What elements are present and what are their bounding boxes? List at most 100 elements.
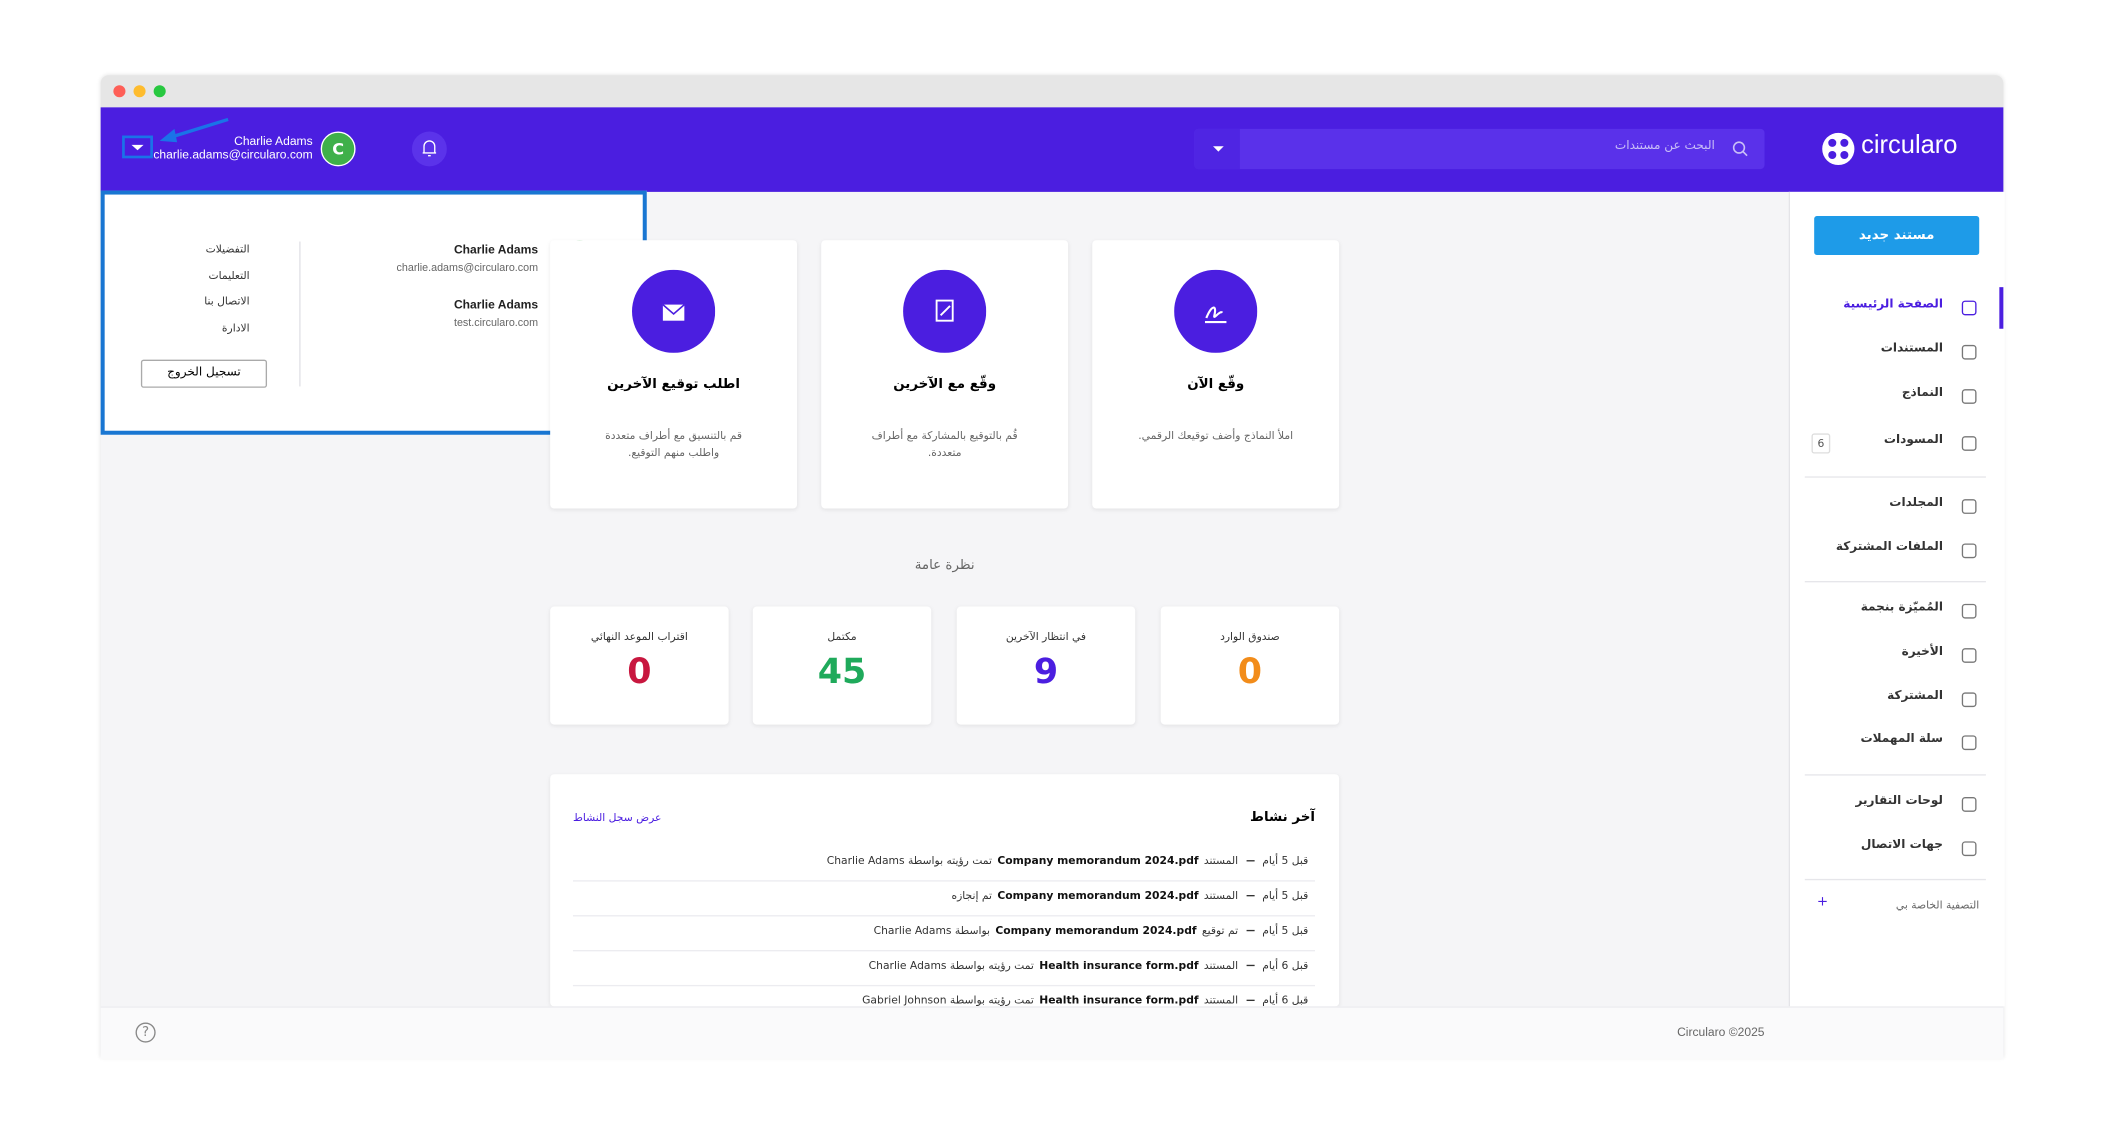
close-button[interactable] (113, 85, 126, 98)
row-document[interactable]: Company memorandum 2024.pdf (997, 854, 1199, 867)
row-time: قبل 6 أيام (1262, 994, 1309, 1007)
sidebar-divider (1804, 878, 1986, 881)
action-icon (632, 269, 716, 353)
dropdown-menu-item[interactable]: الاتصال بنا (204, 295, 250, 308)
row-document[interactable]: Health insurance form.pdf (1039, 994, 1199, 1007)
row-divider (572, 915, 1316, 917)
dropdown-menu-item[interactable]: التفضيلات (205, 242, 250, 255)
user-avatar[interactable]: C (320, 131, 356, 167)
row-divider (572, 880, 1316, 882)
account-name[interactable]: Charlie Adams (453, 242, 539, 257)
sidebar-icon (1961, 300, 1977, 316)
row-document[interactable]: Company memorandum 2024.pdf (997, 889, 1199, 902)
search-filter-caret (1213, 146, 1224, 152)
add-filter-button[interactable]: + (1816, 895, 1829, 910)
annotation (122, 117, 229, 159)
dropdown-divider (299, 241, 301, 387)
sidebar-item[interactable]: المشتركة (1887, 689, 1943, 704)
logout-button[interactable]: تسجيل الخروج (140, 359, 268, 388)
logo-icon (1822, 132, 1855, 166)
activity-row: قبل 5 أيام المستند Company memorandum 2024… (951, 890, 1308, 902)
activity-link[interactable]: عرض سجل النشاط (572, 811, 662, 824)
sidebar-item[interactable]: لوحات التقارير (1855, 794, 1943, 808)
search-icon (1732, 141, 1748, 157)
sidebar-item[interactable]: المُميّزة بنجمة (1860, 601, 1943, 615)
sidebar (1788, 191, 2005, 1007)
row-separator (1246, 929, 1255, 932)
sidebar-icon (1961, 389, 1977, 404)
stat-label: اقتراب الموعد النهائي (590, 630, 688, 643)
activity-row: قبل 5 أيام تم توقيع Company memorandum 202… (874, 925, 1309, 937)
sidebar-icon (1961, 499, 1977, 514)
user-name: Charlie Adams (234, 134, 313, 148)
sidebar-item[interactable]: المستندات (1880, 342, 1943, 356)
activity-row: قبل 6 أيام المستند Health insurance form.p… (869, 959, 1309, 971)
account-name[interactable]: Charlie Adams (453, 297, 539, 312)
sidebar-item[interactable]: جهات الاتصال (1860, 838, 1943, 853)
dropdown-menu-item[interactable]: التعليمات (208, 269, 250, 282)
row-document[interactable]: Company memorandum 2024.pdf (995, 924, 1197, 937)
action-title: وقّع الآن (1187, 377, 1245, 392)
sidebar-icon (1961, 344, 1977, 360)
action-icon (1174, 269, 1258, 353)
title-bar (100, 75, 2004, 108)
row-detail: تم إنجازه (951, 889, 992, 902)
maximize-button[interactable] (153, 85, 166, 98)
action-title: وقّع مع الآخرين (893, 377, 997, 392)
minimize-button[interactable] (133, 85, 146, 98)
stat-card[interactable] (550, 606, 729, 725)
row-separator (1246, 999, 1255, 1002)
dropdown-menu-item[interactable]: الادارة (221, 322, 250, 335)
row-detail: تمت رؤيته بواسطة Charlie Adams (868, 959, 1034, 972)
active-indicator (1999, 287, 2004, 329)
sidebar-item[interactable]: المسودات (1883, 433, 1943, 447)
sidebar-divider (1804, 581, 1986, 583)
sidebar-item[interactable]: الأخيرة (1901, 645, 1943, 659)
stat-card[interactable] (752, 606, 932, 725)
stat-label: في انتظار الآخرين (1005, 630, 1087, 643)
action-description: املأ النماذج وأضف توقيعك الرقمي. (1138, 429, 1294, 442)
dropdown-toggle-highlight[interactable] (122, 135, 153, 159)
action-icon (903, 269, 987, 353)
search-placeholder: البحث عن مستندات (1614, 139, 1715, 153)
notifications-button[interactable] (411, 130, 449, 168)
row-detail: تمت رؤيته بواسطة Charlie Adams (826, 854, 992, 867)
stat-card[interactable] (956, 606, 1136, 725)
sidebar-divider (1804, 476, 1986, 478)
logo-text: circularo (1861, 131, 1958, 160)
row-action: المستند (1203, 889, 1239, 902)
row-separator (1246, 964, 1255, 967)
stat-value: 0 (1237, 652, 1263, 693)
new-document-button[interactable]: مستند جديد (1814, 216, 1980, 255)
row-document[interactable]: Health insurance form.pdf (1039, 959, 1199, 972)
overview-title: نظرة عامة (914, 558, 975, 573)
private-filter: التصفية الخاصة بي (1895, 899, 1980, 912)
stat-card[interactable] (1160, 606, 1340, 725)
row-separator (1246, 895, 1255, 897)
action-description: قم بالتنسيق مع أطراف متعددة واطلب منهم ا… (605, 429, 743, 459)
stat-label: صندوق الوارد (1220, 630, 1280, 643)
sidebar-item[interactable]: النماذج (1901, 386, 1943, 400)
sidebar-icon (1961, 735, 1977, 751)
sidebar-item[interactable]: الملفات المشتركة (1835, 540, 1943, 555)
sidebar-divider (1804, 774, 1986, 776)
stat-value: 9 (1033, 652, 1059, 693)
annotation-arrow (171, 117, 229, 139)
sidebar-item[interactable]: الصفحة الرئيسية (1843, 297, 1943, 312)
search-bar[interactable] (1194, 128, 1765, 170)
help-button[interactable]: ? (135, 1022, 156, 1043)
action-title: اطلب توقيع الآخرين (607, 377, 741, 392)
sidebar-item[interactable]: سلة المهملات (1860, 732, 1943, 747)
stat-value: 45 (817, 652, 867, 693)
row-time: قبل 6 أيام (1262, 959, 1309, 972)
sidebar-icon (1961, 648, 1977, 663)
row-action: المستند (1203, 959, 1239, 972)
stat-value: 0 (627, 652, 652, 693)
activity-card (550, 774, 1340, 1007)
action-description: قُم بالتوقيع بالمشاركة مع أطراف متعددة. (871, 429, 1018, 459)
annotation-arrowhead (159, 128, 178, 143)
sidebar-badge: 6 (1811, 433, 1831, 454)
activity-row: قبل 6 أيام المستند Health insurance form.p… (862, 994, 1308, 1006)
sidebar-item[interactable]: المجلدات (1889, 496, 1943, 510)
